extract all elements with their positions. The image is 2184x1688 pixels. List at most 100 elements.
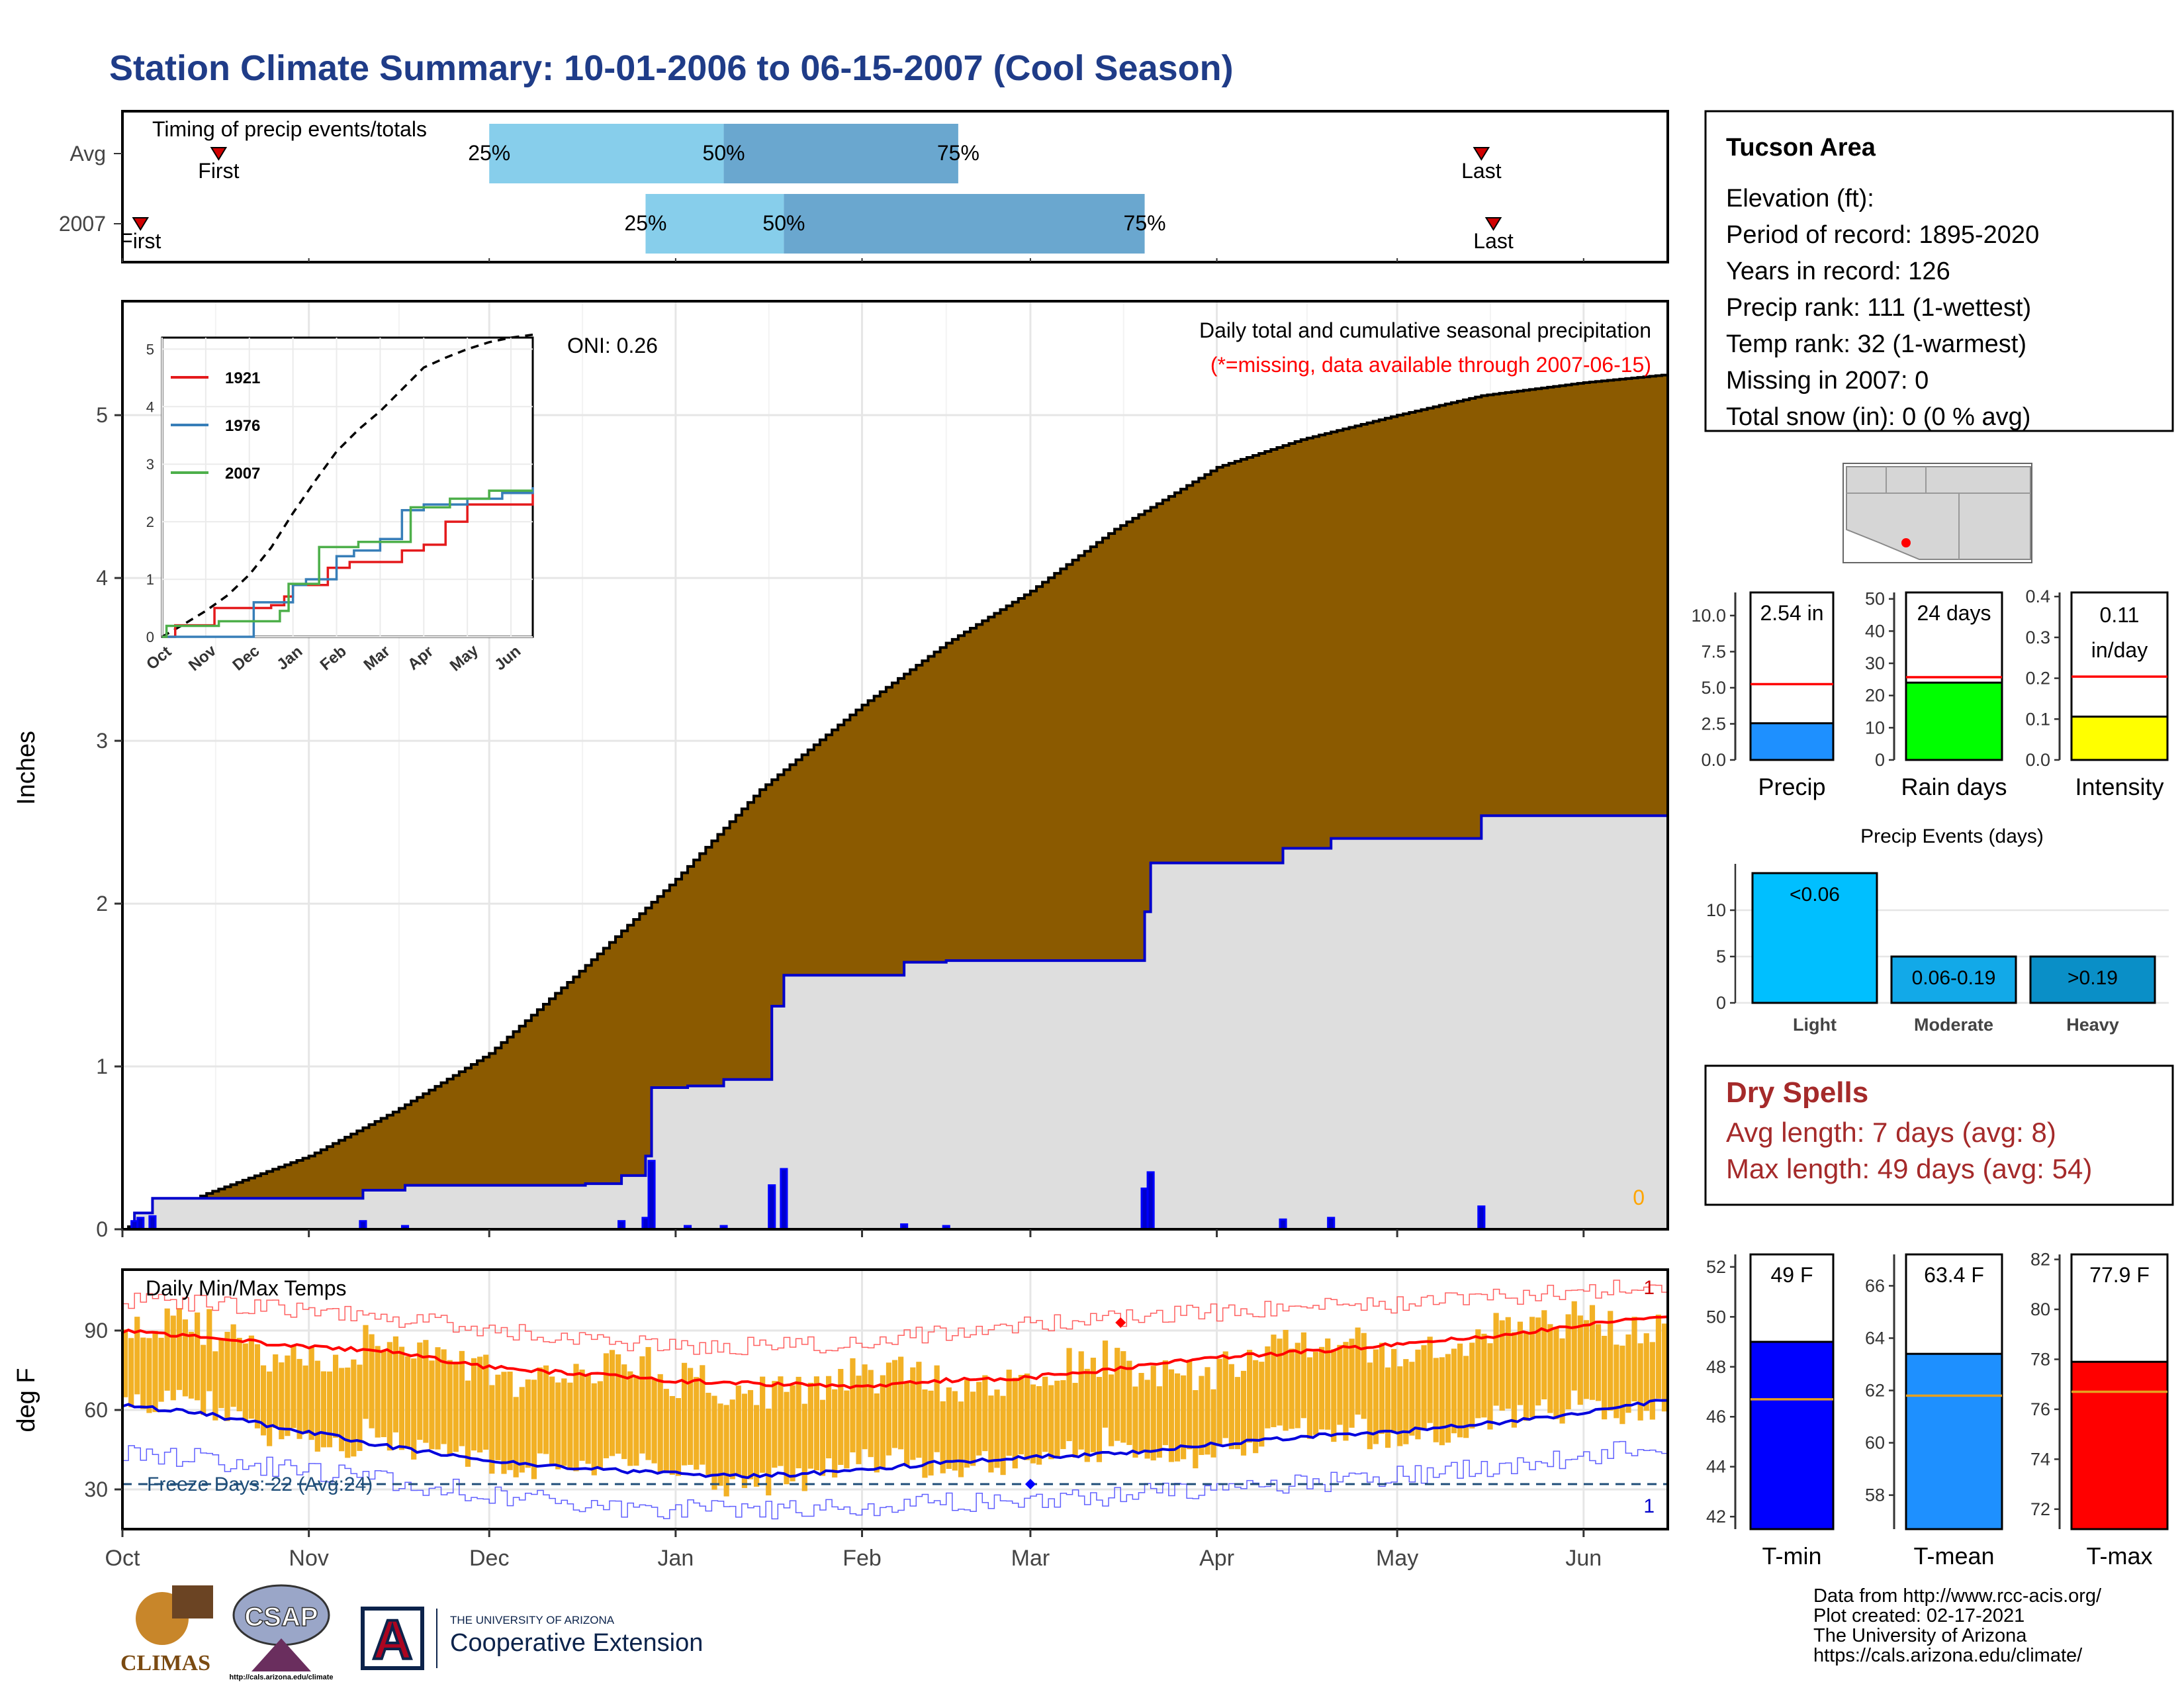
dry-spells-title: Dry Spells [1726, 1076, 1868, 1109]
timing-q25-label: 25% [468, 141, 510, 165]
x-tick-label: Oct [105, 1546, 140, 1571]
daily-temp-bar [459, 1350, 465, 1446]
daily-temp-bar [1150, 1366, 1156, 1461]
y-tick-label: 5.0 [1701, 678, 1726, 698]
daily-temp-bar [1210, 1389, 1216, 1458]
station-location-dot [1901, 538, 1911, 547]
x-tick-label: Feb [842, 1546, 882, 1571]
tmin-chart-value-label: 49 F [1770, 1263, 1813, 1287]
daily-temp-bar [1306, 1357, 1313, 1439]
timing-row-label: 2007 [59, 212, 106, 236]
y-tick-label: 0 [1716, 993, 1726, 1013]
y-tick-label: 66 [1865, 1276, 1885, 1295]
precip-chart-title: Daily total and cumulative seasonal prec… [1199, 318, 1651, 342]
daily-temp-bar [1240, 1370, 1247, 1456]
daily-temp-bar [561, 1378, 567, 1466]
daily-temp-bar [688, 1368, 694, 1465]
daily-temp-bar [711, 1395, 717, 1490]
daily-temp-bar [537, 1367, 543, 1454]
daily-temp-bar [1144, 1380, 1150, 1459]
timing-q75-label: 75% [937, 141, 979, 165]
events-bar [1751, 872, 1878, 1004]
tmax-chart: 72 74 76 78 80 82 77.9 F T-max [2030, 1250, 2169, 1570]
daily-temp-bar [1115, 1348, 1120, 1441]
events-bar [1890, 955, 2017, 1004]
timing-q50-label: 50% [762, 211, 805, 235]
daily-temp-bar [1205, 1367, 1210, 1455]
daily-temp-bar [891, 1360, 898, 1448]
daily-temp-bar [489, 1385, 495, 1474]
daily-temp-bar [417, 1342, 423, 1440]
credit-line: The University of Arizona [1813, 1625, 2027, 1646]
daily-temp-bar [447, 1360, 453, 1455]
daily-temp-bar [585, 1374, 591, 1464]
daily-temp-bar [790, 1385, 796, 1481]
daily-temp-bar [182, 1319, 189, 1397]
daily-temp-bar [1096, 1377, 1103, 1462]
map-borders [1846, 467, 2030, 559]
y-tick-label: 20 [1865, 686, 1885, 706]
daily-temp-bar [868, 1370, 874, 1458]
daily-temp-bar [747, 1389, 754, 1479]
daily-precip-bar [647, 1160, 656, 1231]
daily-temp-bar [850, 1358, 856, 1453]
daily-temp-bar [1126, 1360, 1132, 1445]
daily-temp-bar [531, 1380, 537, 1479]
daily-temp-bar [1199, 1376, 1205, 1455]
daily-temp-bar [621, 1364, 627, 1460]
ua-logo-mark: A [373, 1609, 413, 1671]
daily-temp-bar [898, 1356, 904, 1450]
daily-temp-bar [1451, 1348, 1457, 1434]
y-tick-label: 50 [1865, 589, 1885, 609]
y-tick-label: 0.4 [2025, 586, 2050, 606]
daily-temp-bar [1162, 1360, 1168, 1446]
daily-temp-bar [477, 1356, 483, 1453]
station-info-box: Tucson Area Elevation (ft): Period of reco… [1704, 110, 2174, 432]
daily-temp-bar [1475, 1329, 1481, 1419]
credit-line: Data from http://www.rcc-acis.org/ [1813, 1585, 2102, 1607]
map-region [1846, 466, 2031, 560]
timing-q25-label: 25% [624, 211, 666, 235]
daily-temp-bar [302, 1365, 308, 1434]
daily-temp-bar [1228, 1364, 1234, 1450]
daily-temp-bar [320, 1371, 327, 1448]
daily-temp-bar [772, 1381, 778, 1468]
daily-temp-bar [958, 1401, 964, 1477]
daily-temp-bar [976, 1382, 982, 1456]
timing-bar-50-75 [723, 124, 958, 183]
timing-bar-25-50 [645, 194, 784, 254]
daily-precip-bar [136, 1217, 145, 1231]
events-bar-label: >0.19 [2068, 967, 2118, 989]
daily-temp-bar [1343, 1342, 1349, 1441]
daily-precip-bar [1327, 1217, 1336, 1231]
x-tick-label: Jan [657, 1546, 694, 1571]
daily-temp-bar [615, 1354, 621, 1454]
precip-y-axis-label: Inches [13, 731, 40, 805]
timing-last-label: Last [1461, 159, 1502, 183]
daily-temp-bar [1265, 1346, 1271, 1429]
daily-temp-bar [483, 1354, 489, 1450]
daily-temp-bar [1078, 1351, 1084, 1450]
inset-series-2007 [162, 489, 533, 638]
station-info-line: Elevation (ft): [1726, 185, 1874, 212]
daily-temp-bar [1181, 1375, 1187, 1460]
daily-temp-bar [729, 1399, 735, 1479]
daily-temp-bar [928, 1390, 934, 1476]
tmin-chart-bar [1749, 1340, 1835, 1530]
avg-min-temp-line [122, 1399, 1668, 1479]
timing-first-marker [132, 217, 150, 231]
precip-total-chart-xlabel: Precip [1758, 773, 1825, 800]
daily-temp-bar [1571, 1301, 1577, 1391]
daily-temp-bar [657, 1374, 663, 1474]
intensity-chart-xlabel: Intensity [2075, 773, 2163, 800]
daily-temp-bar [339, 1368, 345, 1452]
daily-temp-bar [1193, 1390, 1199, 1469]
daily-temp-bar [663, 1389, 669, 1471]
daily-temp-bar [934, 1365, 940, 1452]
daily-temp-bar [1463, 1356, 1469, 1438]
cumulative-2007-line [122, 814, 1668, 1231]
timing-row-label: Avg [69, 142, 106, 165]
timing-first-label: First [120, 229, 161, 253]
dry-spells-frame [1704, 1064, 2174, 1206]
precip-frame [121, 300, 1669, 1231]
